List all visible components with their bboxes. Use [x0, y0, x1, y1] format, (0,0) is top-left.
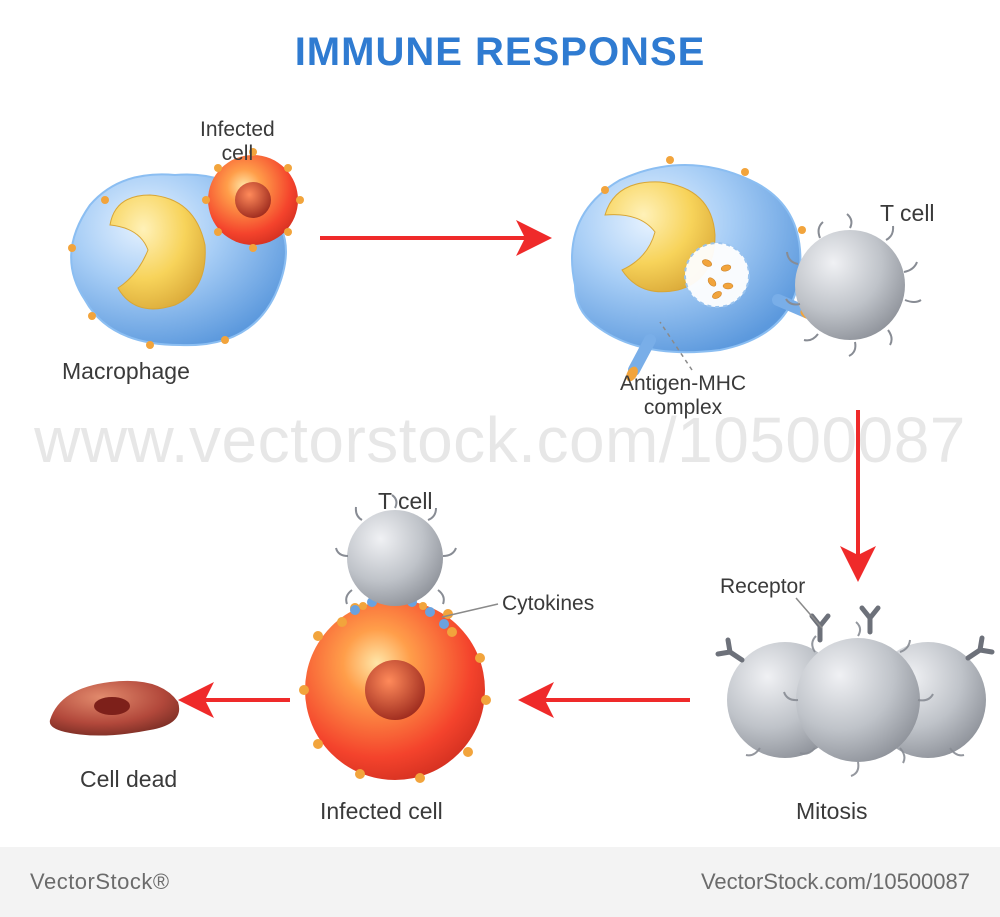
infected-cell-bottom: [299, 593, 491, 783]
label-antigen-mhc: Antigen-MHC complex: [620, 372, 746, 420]
label-macrophage: Macrophage: [62, 358, 190, 384]
dead-cell: [50, 681, 179, 736]
label-cytokines: Cytokines: [502, 592, 594, 616]
footer-link: VectorStock.com/10500087: [701, 869, 970, 895]
label-tcell-top: T cell: [880, 200, 935, 226]
mitosis-cluster: [718, 608, 992, 776]
diagram-title: IMMUNE RESPONSE: [295, 30, 706, 75]
label-infected-bottom: Infected cell: [320, 798, 443, 824]
footer-bar: VectorStock® VectorStock.com/10500087: [0, 847, 1000, 917]
label-mitosis: Mitosis: [796, 798, 868, 824]
label-infected-top: Infected cell: [200, 118, 275, 166]
label-tcell-mid: T cell: [378, 488, 433, 514]
t-cell-top: [786, 214, 921, 356]
label-cell-dead: Cell dead: [80, 766, 177, 792]
footer-brand: VectorStock®: [30, 869, 170, 895]
label-receptor: Receptor: [720, 575, 805, 599]
macrophage-2: [572, 156, 817, 383]
